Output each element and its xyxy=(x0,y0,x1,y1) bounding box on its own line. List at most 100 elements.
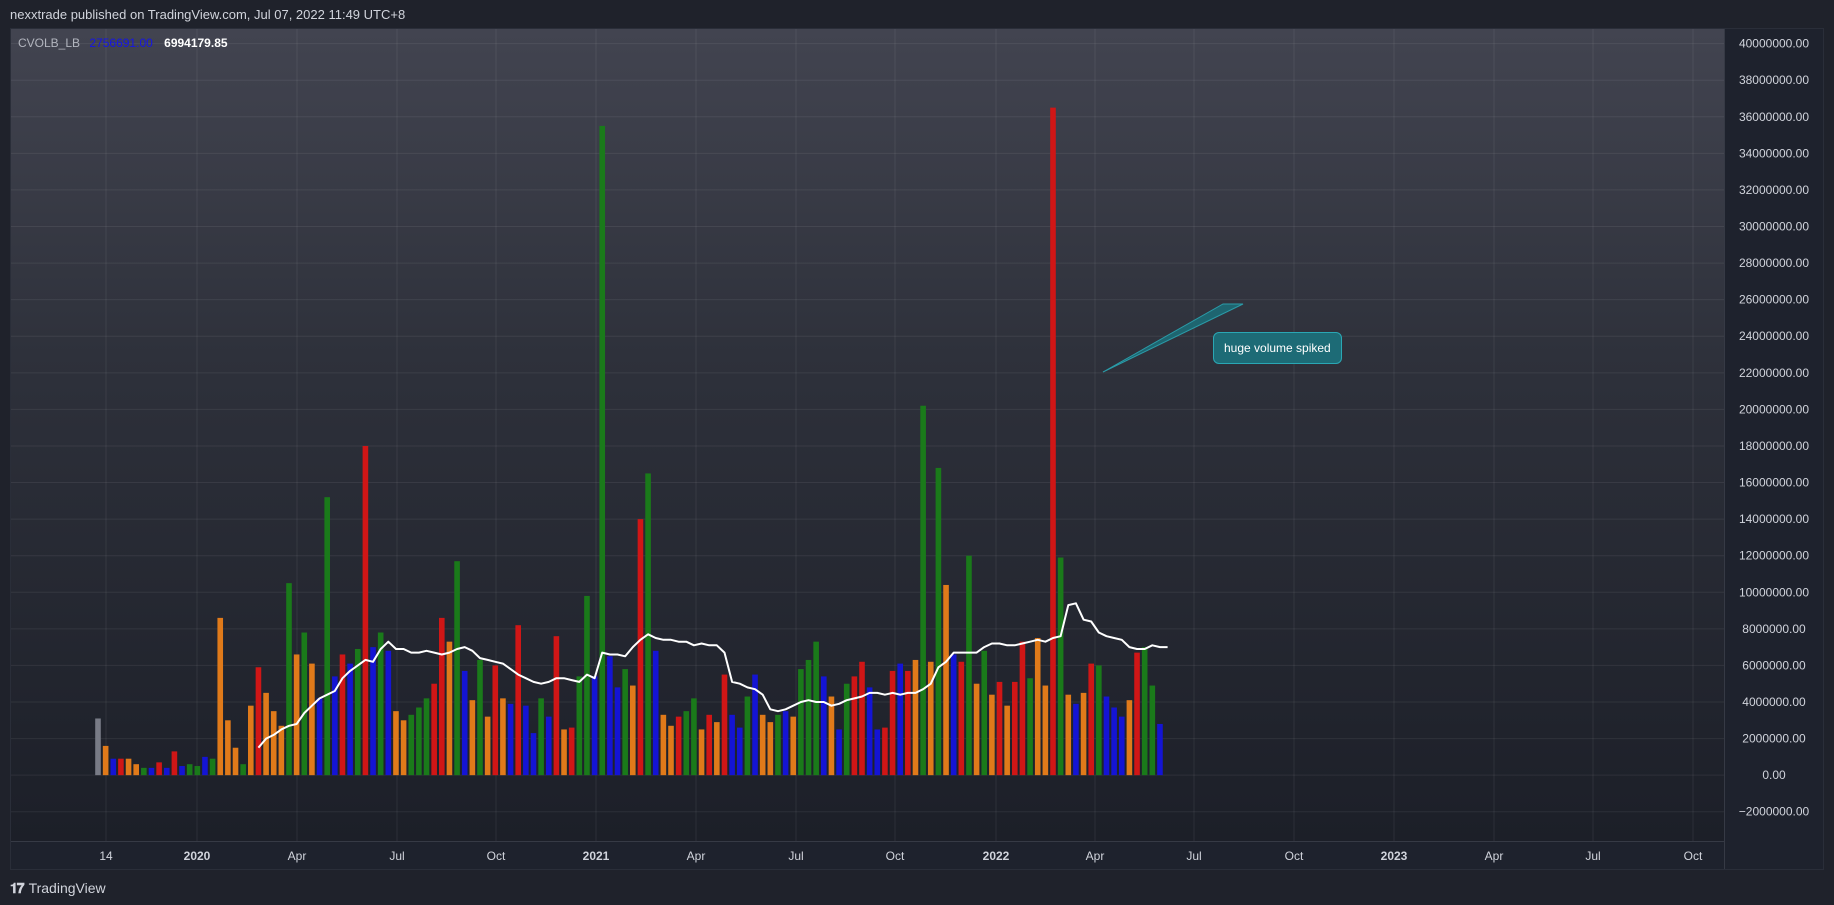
y-tick-label: 14000000.00 xyxy=(1739,512,1809,526)
volume-bar xyxy=(912,659,919,776)
volume-bar xyxy=(591,676,598,776)
indicator-name[interactable]: CVOLB_LB xyxy=(18,36,81,50)
volume-bar xyxy=(1019,641,1026,776)
volume-bar xyxy=(209,758,216,776)
volume-bar xyxy=(1103,696,1110,776)
volume-bar xyxy=(1141,647,1148,776)
x-tick-label: Oct xyxy=(886,849,905,863)
volume-bar xyxy=(1088,663,1094,776)
x-tick-label: Apr xyxy=(1086,849,1105,863)
volume-bar xyxy=(767,722,774,776)
x-tick-label: 14 xyxy=(99,849,113,863)
volume-bar xyxy=(637,519,644,776)
y-tick-label: 6000000.00 xyxy=(1742,658,1806,672)
y-tick-label: 30000000.00 xyxy=(1739,220,1809,234)
volume-bar xyxy=(691,698,697,776)
volume-bar xyxy=(836,729,842,776)
y-tick-label: 40000000.00 xyxy=(1739,37,1809,51)
volume-bar xyxy=(492,665,499,776)
volume-bar xyxy=(270,711,277,776)
x-tick-label: 2020 xyxy=(184,849,211,863)
annotation-pointer xyxy=(1102,303,1244,373)
volume-bar xyxy=(584,595,590,776)
price-scale[interactable] xyxy=(1724,29,1823,869)
volume-bar xyxy=(118,758,124,776)
volume-bar xyxy=(469,700,476,776)
volume-bar xyxy=(148,767,155,776)
volume-bar xyxy=(996,681,1003,776)
time-scale[interactable] xyxy=(11,841,1724,869)
volume-bar xyxy=(981,650,988,776)
volume-bar xyxy=(248,705,254,776)
footer-branding[interactable]: 𝟏𝟕 TradingView xyxy=(10,876,106,900)
x-tick-label: Oct xyxy=(487,849,506,863)
volume-bar xyxy=(454,561,460,776)
y-tick-label: 12000000.00 xyxy=(1739,549,1809,563)
volume-bar xyxy=(775,714,781,776)
volume-bar xyxy=(889,670,896,776)
volume-bar xyxy=(714,722,720,776)
volume-bar xyxy=(1096,665,1102,776)
volume-bar xyxy=(1042,685,1049,776)
volume-bar xyxy=(943,584,949,776)
volume-bar xyxy=(263,692,269,776)
volume-bar xyxy=(156,762,162,776)
volume-bar xyxy=(897,663,903,776)
volume-bar xyxy=(668,725,674,776)
volume-bar xyxy=(507,703,514,776)
volume-bar xyxy=(370,647,376,776)
volume-bar xyxy=(729,714,735,776)
volume-bar xyxy=(798,669,804,776)
y-tick-label: 4000000.00 xyxy=(1742,695,1806,709)
volume-bar xyxy=(416,707,422,776)
volume-bar xyxy=(110,758,117,776)
y-tick-label: 38000000.00 xyxy=(1739,73,1809,87)
volume-bar xyxy=(95,718,101,776)
volume-bar xyxy=(538,698,544,776)
y-tick-label: 18000000.00 xyxy=(1739,439,1809,453)
volume-bar xyxy=(782,711,789,776)
volume-bar xyxy=(301,632,308,776)
volume-bar xyxy=(1050,107,1056,776)
volume-bar xyxy=(255,667,262,776)
volume-bar xyxy=(431,683,437,776)
x-tick-label: Jul xyxy=(389,849,404,863)
volume-bar xyxy=(339,654,346,776)
volume-bar xyxy=(400,720,407,776)
y-tick-label: 20000000.00 xyxy=(1739,402,1809,416)
y-tick-label: 0.00 xyxy=(1762,768,1786,782)
volume-bar xyxy=(698,729,705,776)
y-tick-label: 36000000.00 xyxy=(1739,110,1809,124)
volume-bar xyxy=(813,641,819,776)
volume-bar xyxy=(652,650,659,776)
moving-average-line xyxy=(257,602,1168,749)
annotation-callout[interactable]: huge volume spiked xyxy=(1213,332,1342,364)
volume-bar xyxy=(645,473,651,776)
volume-bar xyxy=(1012,681,1018,776)
volume-bar xyxy=(240,764,246,776)
y-tick-label: 32000000.00 xyxy=(1739,183,1809,197)
x-tick-label: Apr xyxy=(1485,849,1504,863)
x-tick-label: Oct xyxy=(1684,849,1703,863)
volume-bar xyxy=(805,659,812,776)
volume-bar xyxy=(446,641,453,776)
indicator-value-1: 2756691.00 xyxy=(89,36,153,50)
indicator-legend[interactable]: CVOLB_LB 2756691.00 6994179.85 xyxy=(18,36,228,50)
volume-bar xyxy=(484,716,491,776)
volume-bar xyxy=(561,729,567,776)
y-tick-label: 16000000.00 xyxy=(1739,476,1809,490)
volume-bar xyxy=(194,766,201,776)
y-tick-label: 8000000.00 xyxy=(1742,622,1806,636)
volume-bar xyxy=(989,694,995,776)
volume-bar xyxy=(790,716,797,776)
volume-bar xyxy=(752,674,758,776)
volume-bar xyxy=(186,764,193,776)
volume-bar xyxy=(1111,707,1117,776)
volume-bar xyxy=(905,670,911,776)
chart-pane[interactable]: 40000000.00 38000000.00 36000000.00 3400000… xyxy=(10,28,1824,870)
x-tick-label: Apr xyxy=(687,849,706,863)
volume-bar xyxy=(293,654,300,776)
volume-bar xyxy=(882,727,888,776)
volume-bar xyxy=(851,676,858,776)
volume-bar xyxy=(1157,723,1163,776)
